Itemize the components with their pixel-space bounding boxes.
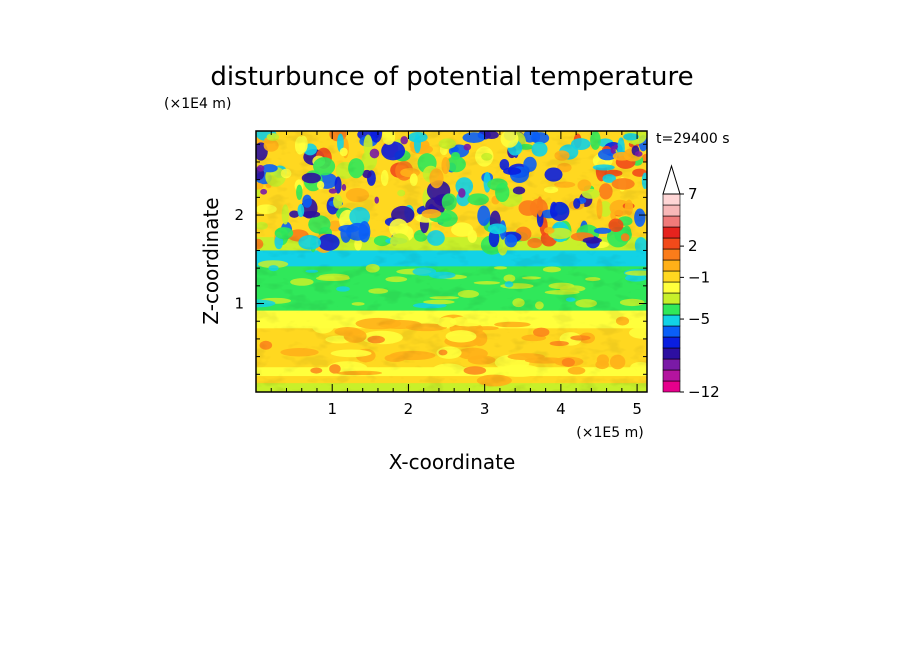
y-axis-unit: (×1E4 m)	[164, 96, 231, 112]
colorbar-segment	[662, 237, 681, 250]
colorbar-segment	[662, 292, 681, 305]
x-tick-label: 1	[327, 400, 337, 418]
colorbar-segment	[662, 193, 681, 206]
colorbar-tick-label: 2	[688, 237, 698, 255]
y-axis-ticks: 12	[234, 143, 647, 375]
time-label: t=29400 s	[656, 131, 730, 147]
plot-frame	[255, 130, 648, 393]
chart-title: disturbunce of potential temperature	[210, 62, 693, 92]
colorbar-segment	[662, 248, 681, 261]
colorbar-segment	[662, 303, 681, 316]
contour-field	[256, 131, 647, 392]
colorbar-segment	[662, 358, 681, 371]
colorbar-tick-label: −12	[688, 383, 720, 401]
colorbar-tick-label: −1	[688, 268, 710, 286]
colorbar-segment	[662, 204, 681, 217]
colorbar-segment	[662, 369, 681, 382]
x-tick-label: 4	[556, 400, 566, 418]
y-axis-label: Z-coordinate	[199, 197, 223, 324]
colorbar-segment	[662, 281, 681, 294]
x-tick-label: 5	[632, 400, 642, 418]
colorbar-tick-label: 7	[688, 185, 698, 203]
colorbar-extend-arrow	[662, 164, 681, 195]
colorbar-segment	[662, 314, 681, 327]
colorbar-segment	[662, 380, 681, 393]
colorbar-segment	[662, 336, 681, 349]
texture-overlay	[256, 131, 647, 392]
x-axis-ticks: 1 2 3 4 5	[270, 131, 642, 418]
colorbar-segment	[662, 226, 681, 239]
x-tick-label: 3	[480, 400, 490, 418]
colorbar: 7 2 −1 −5 −12	[662, 164, 720, 401]
colorbar-segment	[662, 325, 681, 338]
y-tick-label: 1	[234, 295, 244, 313]
colorbar-segment	[662, 215, 681, 228]
colorbar-segment	[662, 270, 681, 283]
y-tick-label: 2	[234, 206, 244, 224]
x-tick-label: 2	[404, 400, 414, 418]
colorbar-segment	[662, 347, 681, 360]
colorbar-tick-label: −5	[688, 310, 710, 328]
colorbar-segment	[662, 259, 681, 272]
x-axis-unit: (×1E5 m)	[576, 425, 643, 441]
x-axis-label: X-coordinate	[389, 450, 516, 474]
